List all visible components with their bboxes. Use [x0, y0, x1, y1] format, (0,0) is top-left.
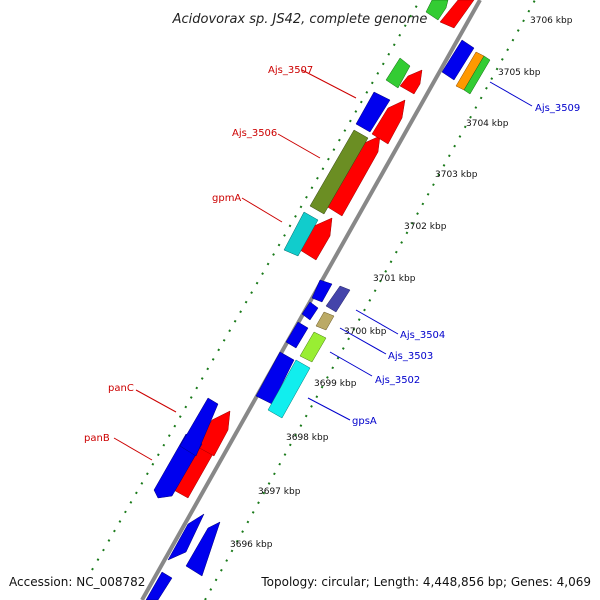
leader-line	[277, 133, 321, 159]
right-gene-labels: Ajs_3509 Ajs_3504 Ajs_3503 Ajs_3502 gpsA	[307, 81, 580, 427]
gene-blue-bottom-1[interactable]	[167, 513, 205, 561]
gene-blue-mid-3[interactable]	[301, 301, 319, 321]
gene-label-Ajs_3507[interactable]: Ajs_3507	[268, 65, 313, 76]
tick-label: 3704 kbp	[466, 119, 509, 129]
forward-genes	[169, 0, 475, 499]
gene-blue-bottom-3[interactable]	[145, 571, 173, 600]
tick-label: 3702 kbp	[404, 222, 447, 232]
gene-gpsA-block[interactable]	[267, 359, 311, 419]
gene-gpmA-block[interactable]	[283, 211, 319, 257]
tick-label: 3698 kbp	[286, 433, 329, 443]
gene-panC-block[interactable]	[179, 397, 219, 457]
left-tick-track	[91, 0, 421, 571]
gene-Ajs_3502-block[interactable]	[299, 331, 327, 363]
tick-label: 3706 kbp	[530, 16, 573, 26]
gene-label-Ajs_3504[interactable]: Ajs_3504	[400, 330, 445, 341]
gene-blue-bottom-2[interactable]	[185, 521, 221, 577]
gene-red-top[interactable]	[439, 0, 475, 29]
gene-red-small-2[interactable]	[399, 69, 423, 95]
kbp-tick-labels: 3696 kbp 3697 kbp 3698 kbp 3699 kbp 3700…	[230, 16, 573, 550]
gene-label-gpsA[interactable]: gpsA	[352, 416, 377, 427]
leader-line	[489, 81, 533, 107]
gene-Ajs_3506-block[interactable]	[309, 129, 369, 215]
gene-label-Ajs_3503[interactable]: Ajs_3503	[388, 351, 433, 362]
right-tick-track	[204, 0, 536, 600]
tick-label: 3700 kbp	[344, 327, 387, 337]
gene-blue-mid-1[interactable]	[255, 351, 295, 405]
tick-label: 3705 kbp	[498, 68, 541, 78]
leader-line	[241, 197, 283, 223]
gene-blue-mid-4[interactable]	[311, 279, 333, 303]
leader-line	[355, 309, 399, 335]
tick-label: 3703 kbp	[435, 170, 478, 180]
gene-label-Ajs_3509[interactable]: Ajs_3509	[535, 103, 580, 114]
gene-label-Ajs_3502[interactable]: Ajs_3502	[375, 375, 420, 386]
leader-line	[113, 437, 153, 461]
genome-backbone	[140, 0, 482, 600]
tick-label: 3699 kbp	[314, 379, 357, 389]
leader-line	[301, 69, 357, 99]
gene-green-small[interactable]	[385, 57, 411, 89]
gene-green-top[interactable]	[425, 0, 449, 21]
gene-label-Ajs_3506[interactable]: Ajs_3506	[232, 128, 277, 139]
reverse-genes	[145, 39, 491, 600]
leader-line	[135, 389, 177, 413]
gene-Ajs_3504-block[interactable]	[325, 285, 351, 313]
tick-label: 3696 kbp	[230, 540, 273, 550]
gene-label-panC[interactable]: panC	[108, 383, 134, 394]
leader-line	[329, 351, 373, 377]
genome-summary-text: Topology: circular; Length: 4,448,856 bp…	[260, 575, 591, 589]
genome-title: Acidovorax sp. JS42, complete genome	[172, 12, 428, 27]
tick-label: 3701 kbp	[373, 274, 416, 284]
tick-label: 3697 kbp	[258, 487, 301, 497]
gene-red-small-1[interactable]	[371, 99, 406, 145]
leader-line	[307, 397, 351, 421]
gene-label-panB[interactable]: panB	[84, 433, 110, 444]
gene-Ajs_3507-block[interactable]	[355, 91, 391, 133]
gene-Ajs_3503-block[interactable]	[315, 311, 335, 331]
leader-line	[339, 327, 387, 355]
left-gene-labels: Ajs_3507 Ajs_3506 gpmA panC panB	[84, 65, 357, 461]
gene-green-top-right[interactable]	[463, 55, 491, 95]
gene-blue-top-right[interactable]	[441, 39, 475, 81]
gene-label-gpmA[interactable]: gpmA	[212, 193, 241, 204]
accession-text: Accession: NC_008782	[9, 575, 145, 589]
gene-blue-mid-2[interactable]	[285, 321, 309, 349]
